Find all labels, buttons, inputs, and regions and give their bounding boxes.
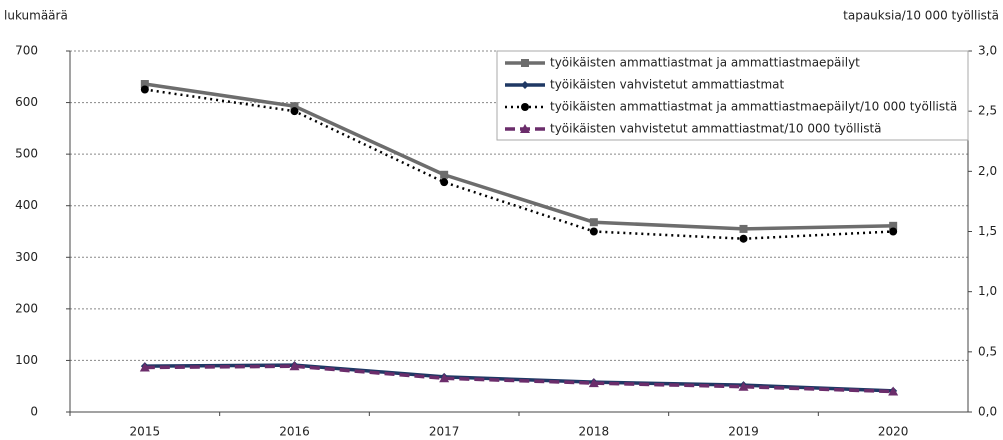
x-tick-label: 2016 [279,425,310,439]
y-tick-label: 200 [15,301,38,315]
y-tick-label: 300 [15,250,38,264]
marker [739,224,748,233]
legend-label: työikäisten vahvistetut ammattiastmat [550,78,785,92]
y2-tick-label: 2,5 [978,104,997,118]
marker [290,102,299,111]
y2-tick-label: 1,0 [978,284,997,298]
x-tick-label: 2020 [878,425,909,439]
marker [589,218,598,227]
marker [588,378,599,388]
x-tick-label: 2015 [130,425,161,439]
marker [889,221,898,230]
marker [739,234,748,243]
x-tick-label: 2018 [579,425,610,439]
legend-label: työikäisten ammattiastmat ja ammattiastm… [550,56,860,70]
x-tick-label: 2017 [429,425,460,439]
legend: työikäisten ammattiastmat ja ammattiastm… [496,50,969,141]
marker [139,362,150,372]
y-tick-label: 100 [15,353,38,367]
y-tick-label: 500 [15,147,38,161]
marker [440,178,449,187]
series-line [144,88,894,240]
y2-tick-label: 2,0 [978,164,997,178]
marker [439,373,450,383]
y-axis-label: lukumäärä [4,9,68,23]
marker [520,124,530,133]
legend-label: työikäisten ammattiastmat ja ammattiastm… [550,100,957,114]
y-tick-label: 400 [15,198,38,212]
y2-axis-label: tapauksia/10 000 työllistä [843,9,999,23]
marker [888,386,899,396]
marker [589,227,598,236]
x-tick-label: 2019 [728,425,759,439]
y2-tick-label: 0,5 [978,344,997,358]
marker [440,170,449,179]
y-tick-label: 700 [15,44,38,58]
y2-tick-label: 1,5 [978,224,997,238]
y-tick-label: 600 [15,95,38,109]
legend-box [496,50,969,141]
series-line [144,82,894,231]
legend-label: työikäisten vahvistetut ammattiastmat/10… [550,122,882,136]
marker [738,381,749,391]
marker [290,107,299,116]
marker [889,227,898,236]
y-tick-label: 0 [30,405,38,419]
marker [521,59,529,67]
y2-tick-label: 3,0 [978,44,997,58]
marker [289,361,300,371]
y2-tick-label: 0,0 [978,405,997,419]
marker [521,103,529,111]
marker [521,81,529,89]
series-line [144,364,894,394]
marker [140,80,149,89]
marker [140,85,149,94]
